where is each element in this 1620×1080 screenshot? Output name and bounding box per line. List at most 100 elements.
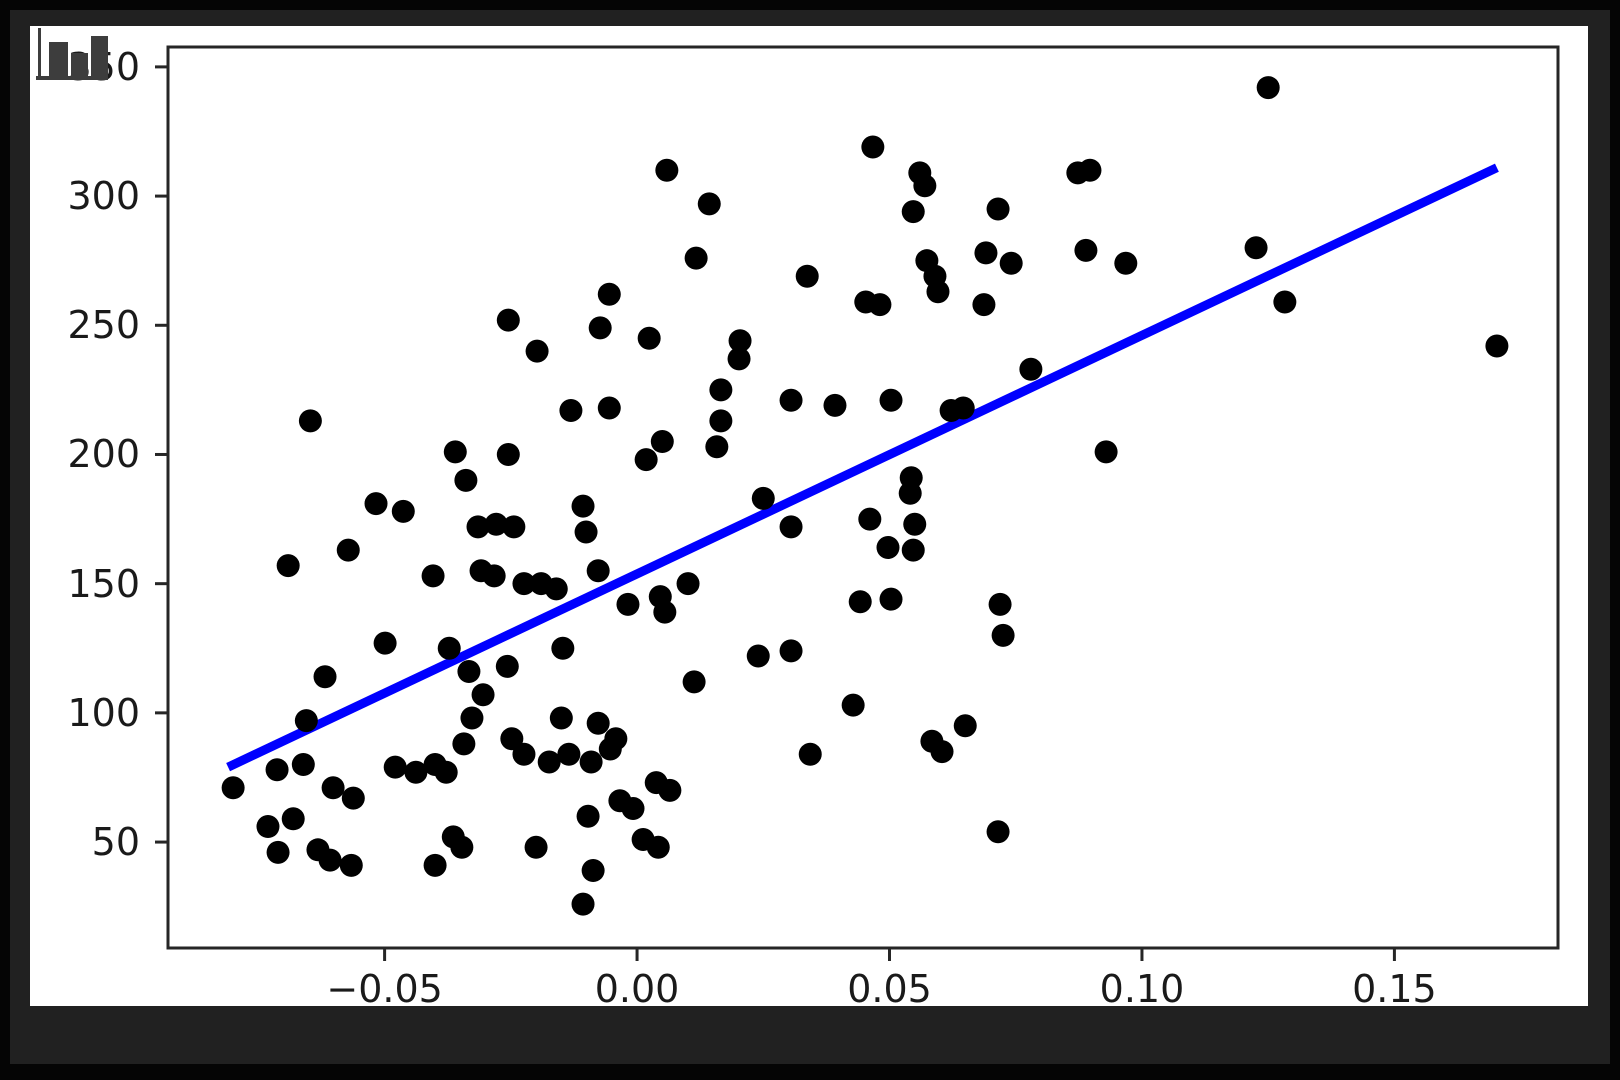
icon-bar xyxy=(91,36,108,76)
scatter-point xyxy=(903,512,927,536)
scatter-point xyxy=(281,807,305,831)
scatter-point xyxy=(579,750,603,774)
scatter-point xyxy=(551,636,575,660)
scatter-point xyxy=(1019,357,1043,381)
icon-y-axis xyxy=(38,28,41,78)
scatter-point xyxy=(471,683,495,707)
scatter-point xyxy=(616,592,640,616)
scatter-point xyxy=(655,158,679,182)
y-tick-label: 50 xyxy=(91,820,140,865)
scatter-point xyxy=(586,559,610,583)
scatter-point xyxy=(512,572,536,596)
scatter-point xyxy=(1078,158,1102,182)
scatter-point xyxy=(454,468,478,492)
scatter-point xyxy=(443,440,467,464)
scatter-point xyxy=(879,587,903,611)
scatter-point xyxy=(321,776,345,800)
scatter-point xyxy=(576,804,600,828)
scatter-point xyxy=(336,538,360,562)
x-tick-label: 0.10 xyxy=(1099,967,1185,1011)
scatter-point xyxy=(221,776,245,800)
scatter-point xyxy=(972,293,996,317)
scatter-point xyxy=(779,639,803,663)
scatter-point xyxy=(861,135,885,159)
scatter-point xyxy=(913,174,937,198)
scatter-point xyxy=(571,892,595,916)
icon-bar xyxy=(71,53,88,76)
scatter-point xyxy=(653,600,677,624)
scatter-point xyxy=(313,665,337,689)
scatter-point xyxy=(291,753,315,777)
scatter-point xyxy=(373,631,397,655)
scatter-point xyxy=(404,760,428,784)
scatter-point xyxy=(1114,251,1138,275)
scatter-point xyxy=(460,706,484,730)
scatter-point xyxy=(1485,334,1509,358)
scatter-point xyxy=(525,339,549,363)
scatter-point xyxy=(650,430,674,454)
scatter-point xyxy=(537,750,561,774)
plot-border xyxy=(166,45,1560,950)
scatter-point xyxy=(276,554,300,578)
scatter-point xyxy=(634,448,658,472)
scatter-point xyxy=(571,494,595,518)
scatter-point xyxy=(557,742,581,766)
scatter-point xyxy=(779,515,803,539)
scatter-point xyxy=(926,280,950,304)
scatter-point xyxy=(597,282,621,306)
scatter-point xyxy=(484,512,508,536)
scatter-point xyxy=(495,654,519,678)
scatter-point xyxy=(496,442,520,466)
scatter-point xyxy=(951,396,975,420)
y-tick-label: 200 xyxy=(67,432,140,477)
scatter-point xyxy=(559,399,583,423)
scatter-point xyxy=(795,264,819,288)
scatter-point xyxy=(646,835,670,859)
scatter-point xyxy=(848,590,872,614)
scatter-point xyxy=(482,564,506,588)
scatter-point xyxy=(466,515,490,539)
scatter-point xyxy=(524,835,548,859)
x-tick-label: −0.05 xyxy=(326,967,443,1011)
scatter-point xyxy=(586,711,610,735)
scatter-point xyxy=(841,693,865,717)
y-tick-label: 150 xyxy=(67,561,140,606)
scatter-point xyxy=(709,409,733,433)
regression-line xyxy=(226,163,1499,772)
scatter-point xyxy=(658,778,682,802)
figure xyxy=(30,26,1588,1006)
scatter-point xyxy=(779,388,803,412)
scatter-point xyxy=(266,840,290,864)
scatter-point xyxy=(294,709,318,733)
scatter-point xyxy=(265,758,289,782)
scatter-point xyxy=(727,347,751,371)
scatter-point xyxy=(986,820,1010,844)
scatter-point xyxy=(391,499,415,523)
scatter-point xyxy=(1256,76,1280,100)
scatter-point xyxy=(574,520,598,544)
x-tick-label: 0.15 xyxy=(1352,967,1437,1011)
scatter-point xyxy=(1074,238,1098,262)
scatter-point xyxy=(339,853,363,877)
y-tick-label: 100 xyxy=(67,690,140,735)
scatter-point xyxy=(953,714,977,738)
scatter-point xyxy=(1273,290,1297,314)
scatter-point xyxy=(868,293,892,317)
scatter-point xyxy=(637,326,661,350)
scatter-point xyxy=(604,727,628,751)
scatter-point xyxy=(588,316,612,340)
icon-bar xyxy=(49,42,68,76)
scatter-point xyxy=(496,308,520,332)
scatter-point xyxy=(798,742,822,766)
scatter-point xyxy=(500,727,524,751)
scatter-point xyxy=(705,435,729,459)
scatter-point xyxy=(746,644,770,668)
scatter-point xyxy=(709,378,733,402)
scatter-point xyxy=(986,197,1010,221)
scatter-point xyxy=(858,507,882,531)
scatter-point xyxy=(502,515,526,539)
scatter-point xyxy=(988,592,1012,616)
bar-chart-icon xyxy=(33,28,109,92)
